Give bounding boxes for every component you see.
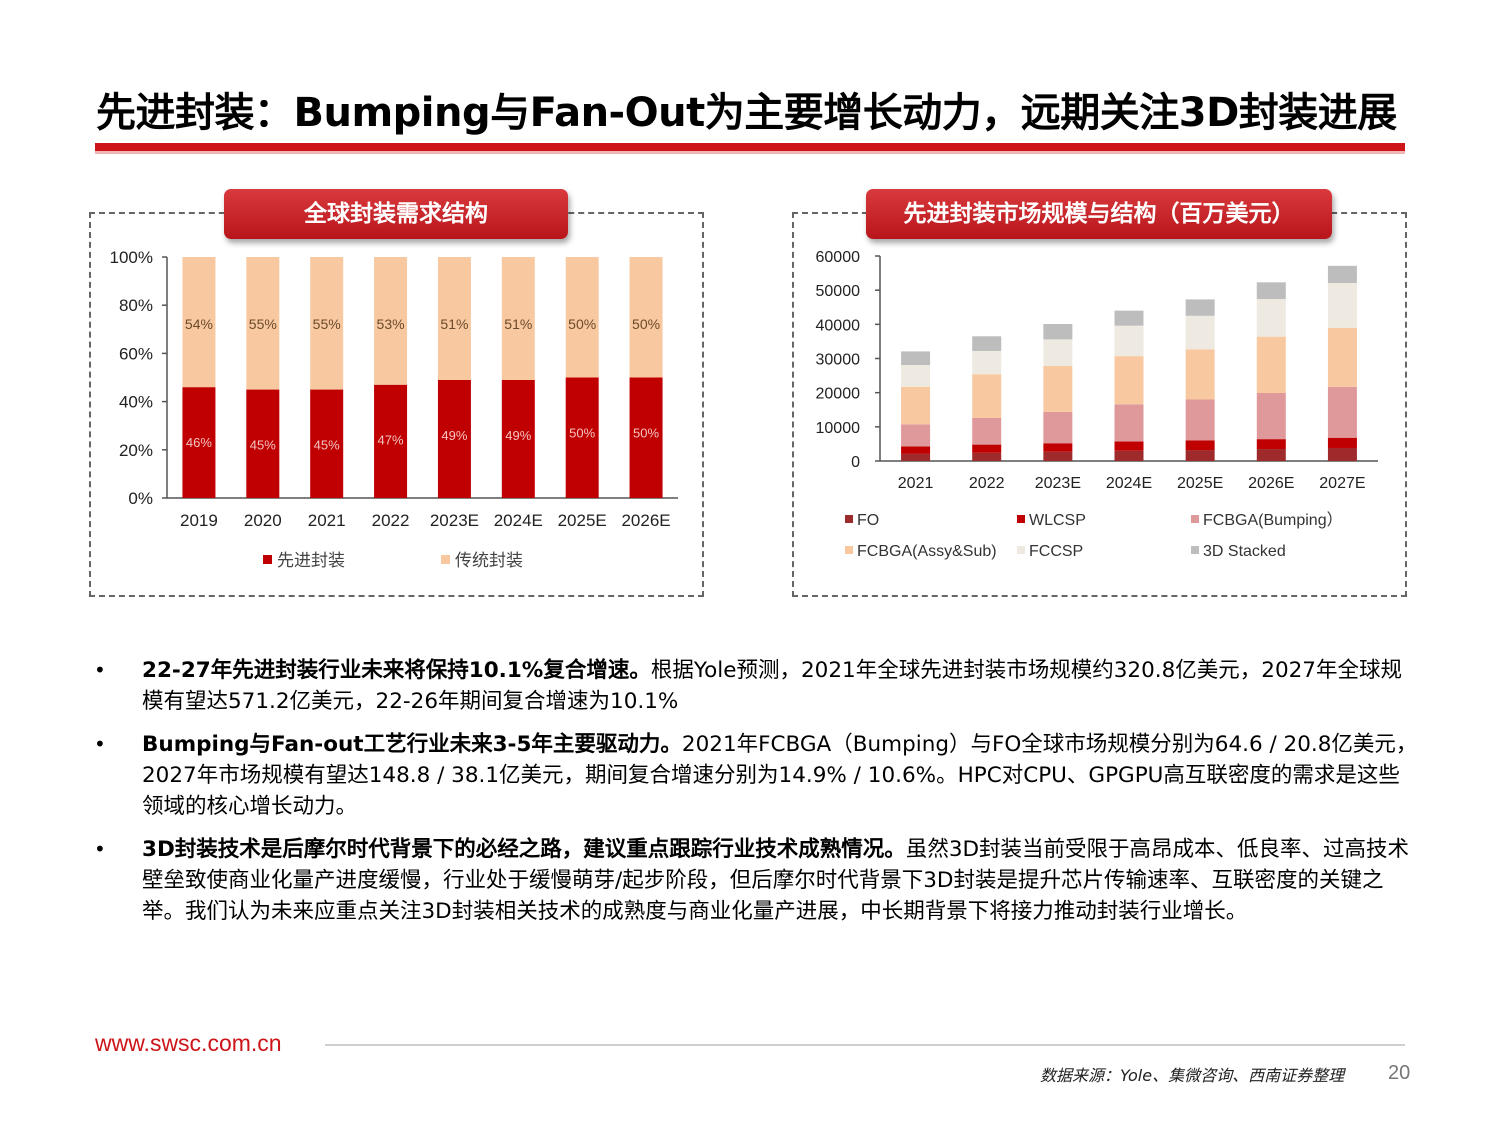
bullet-dot: • (94, 732, 106, 756)
panel-demand-structure (89, 212, 704, 597)
footer-divider (325, 1044, 1405, 1046)
bullet-dot: • (94, 837, 106, 861)
bullet-dot: • (94, 658, 106, 682)
bullet-heading: Bumping与Fan-out工艺行业未来3-5年主要驱动力。 (142, 732, 682, 757)
bullet-text: 虽然3D封装当前受限于高昂成本、低良率、过高技术壁垒致使商业化量产进度缓慢，行业… (142, 837, 1410, 924)
bullet-item: • 22-27年先进封装行业未来将保持10.1%复合增速。根据Yole预测，20… (90, 655, 1420, 717)
chart-title-market-size: 先进封装市场规模与结构（百万美元） (866, 189, 1332, 239)
bullet-text: 2021年FCBGA（Bumping）与FO全球市场规模分别为64.6 / 20… (142, 732, 1418, 819)
bullet-text: 根据Yole预测，2021年全球先进封装市场规模约320.8亿美元，2027年全… (142, 658, 1402, 714)
bullet-heading: 3D封装技术是后摩尔时代背景下的必经之路，建议重点跟踪行业技术成熟情况。 (142, 837, 906, 862)
bullet-item: • 3D封装技术是后摩尔时代背景下的必经之路，建议重点跟踪行业技术成熟情况。虽然… (90, 834, 1420, 927)
chart-title-demand-structure: 全球封装需求结构 (224, 189, 568, 239)
page-number: 20 (1388, 1062, 1411, 1084)
bullet-item: • Bumping与Fan-out工艺行业未来3-5年主要驱动力。2021年FC… (90, 729, 1420, 822)
bullet-list: • 22-27年先进封装行业未来将保持10.1%复合增速。根据Yole预测，20… (90, 655, 1420, 939)
title-underline (95, 143, 1405, 154)
panel-market-size (792, 212, 1407, 597)
page-title: 先进封装：Bumping与Fan-Out为主要增长动力，远期关注3D封装进展 (96, 90, 1397, 136)
footer-source: 数据来源：Yole、集微咨询、西南证券整理 (1040, 1066, 1345, 1085)
bullet-heading: 22-27年先进封装行业未来将保持10.1%复合增速。 (142, 658, 651, 683)
footer-url[interactable]: www.swsc.com.cn (95, 1030, 282, 1056)
